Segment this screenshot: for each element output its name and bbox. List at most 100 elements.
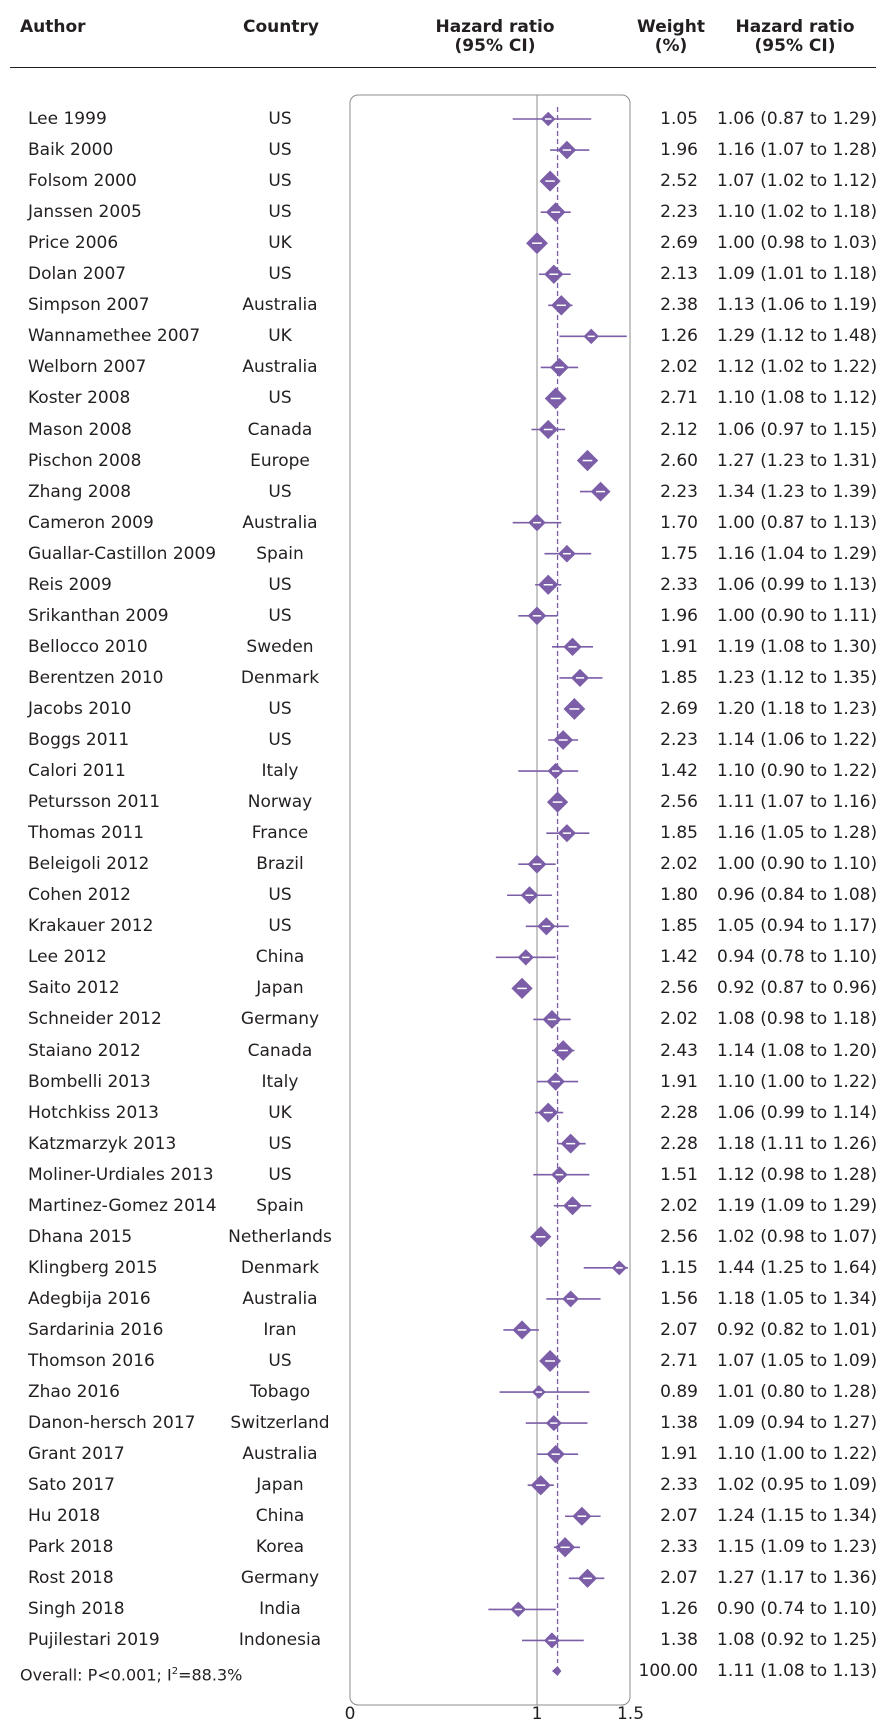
study-author: Hotchkiss 2013	[28, 1102, 159, 1123]
study-hazard-ratio-ci: 1.23 (1.12 to 1.35)	[717, 667, 876, 688]
study-hazard-ratio-ci: 1.18 (1.11 to 1.26)	[717, 1133, 876, 1154]
study-country: US	[268, 264, 292, 285]
table-row: Petursson 2011 Norway 2.56 1.11 (1.07 to 1.…	[0, 787, 876, 818]
study-hazard-ratio-ci: 1.16 (1.07 to 1.28)	[717, 140, 876, 161]
study-weight: 2.07	[660, 1506, 698, 1527]
study-author: Staiano 2012	[28, 1040, 141, 1061]
study-country: UK	[268, 1102, 292, 1123]
study-country: US	[268, 1351, 292, 1371]
study-country: Sweden	[246, 636, 314, 657]
study-author: Martinez-Gomez 2014	[28, 1195, 217, 1216]
header-hazard-ratio: Hazard ratio (95% CI)	[430, 18, 560, 56]
header-hazard-ratio-ci-line2: (95% CI)	[754, 36, 836, 56]
study-country: Australia	[242, 295, 318, 316]
study-hazard-ratio-ci: 1.10 (1.00 to 1.22)	[717, 1444, 876, 1465]
study-hazard-ratio-ci: 1.08 (0.98 to 1.18)	[717, 1009, 876, 1030]
study-country: Germany	[240, 1568, 320, 1589]
study-country: Norway	[247, 792, 313, 813]
study-weight: 1.80	[660, 885, 698, 906]
study-weight: 1.38	[660, 1413, 698, 1434]
study-author: Dolan 2007	[28, 264, 127, 285]
study-weight: 2.43	[660, 1040, 698, 1061]
study-hazard-ratio-ci: 1.00 (0.87 to 1.13)	[717, 512, 876, 533]
study-country: Italy	[261, 1071, 299, 1092]
study-author: Sato 2017	[28, 1475, 115, 1496]
header-country: Country	[243, 17, 319, 37]
study-weight: 1.70	[660, 512, 698, 533]
study-weight: 2.33	[660, 1475, 698, 1496]
study-hazard-ratio-ci: 1.02 (0.95 to 1.09)	[717, 1475, 876, 1496]
header-hazard-ratio-line2: (95% CI)	[454, 36, 536, 56]
table-row: Srikanthan 2009 US 1.96 1.00 (0.90 to 1.11)	[0, 601, 876, 632]
study-country: China	[255, 1506, 305, 1527]
header-hazard-ratio-ci-line1: Hazard ratio	[735, 17, 855, 37]
study-weight: 2.23	[660, 730, 698, 750]
study-weight: 2.33	[660, 574, 698, 595]
study-weight: 2.33	[660, 1537, 698, 1558]
study-author: Lee 2012	[28, 947, 107, 968]
study-hazard-ratio-ci: 1.09 (0.94 to 1.27)	[717, 1413, 876, 1434]
study-weight: 2.02	[660, 854, 698, 875]
study-author: Moliner-Urdiales 2013	[28, 1164, 214, 1185]
study-country: Switzerland	[230, 1413, 330, 1434]
study-hazard-ratio-ci: 1.27 (1.23 to 1.31)	[717, 450, 876, 471]
table-row: Lee 1999 US 1.05 1.06 (0.87 to 1.29)	[0, 104, 876, 135]
study-weight: 1.42	[660, 947, 698, 968]
study-author: Baik 2000	[28, 140, 114, 161]
study-hazard-ratio-ci: 1.07 (1.05 to 1.09)	[717, 1351, 876, 1371]
study-hazard-ratio-ci: 1.19 (1.08 to 1.30)	[717, 636, 876, 657]
study-hazard-ratio-ci: 1.19 (1.09 to 1.29)	[717, 1195, 876, 1216]
study-weight: 2.71	[660, 1351, 698, 1371]
study-author: Janssen 2005	[28, 202, 142, 223]
overall-label-tail: =88.3%	[178, 1665, 243, 1685]
overall-ci: 1.11 (1.08 to 1.13)	[717, 1661, 876, 1681]
study-hazard-ratio-ci: 1.16 (1.04 to 1.29)	[717, 543, 876, 564]
study-country: US	[268, 109, 292, 129]
header-rule	[10, 67, 876, 68]
study-hazard-ratio-ci: 1.02 (0.98 to 1.07)	[717, 1226, 876, 1247]
study-hazard-ratio-ci: 0.92 (0.87 to 0.96)	[717, 978, 876, 999]
table-row: Boggs 2011 US 2.23 1.14 (1.06 to 1.22)	[0, 725, 876, 756]
study-weight: 2.56	[660, 792, 698, 813]
study-author: Berentzen 2010	[28, 667, 164, 688]
study-country: Canada	[247, 1040, 313, 1061]
study-author: Pischon 2008	[28, 450, 142, 471]
table-row: Dhana 2015 Netherlands 2.56 1.02 (0.98 to 1…	[0, 1222, 876, 1253]
study-country: US	[268, 605, 292, 626]
study-country: Europe	[250, 450, 310, 471]
table-row: Cameron 2009 Australia 1.70 1.00 (0.87 to 1…	[0, 508, 876, 539]
study-hazard-ratio-ci: 1.06 (0.97 to 1.15)	[717, 419, 876, 440]
overall-label-sup: 2	[171, 1666, 179, 1677]
table-row: Guallar-Castillon 2009 Spain 1.75 1.16 (1.0…	[0, 539, 876, 570]
study-hazard-ratio-ci: 1.00 (0.98 to 1.03)	[717, 233, 876, 254]
study-author: Reis 2009	[28, 574, 112, 595]
table-row: Janssen 2005 US 2.23 1.10 (1.02 to 1.18)	[0, 197, 876, 228]
study-country: Netherlands	[228, 1226, 332, 1247]
study-country: US	[268, 140, 292, 161]
table-row: Saito 2012 Japan 2.56 0.92 (0.87 to 0.96)	[0, 973, 876, 1004]
header-hazard-ratio-line1: Hazard ratio	[435, 17, 555, 37]
study-author: Jacobs 2010	[28, 698, 132, 719]
table-row: Katzmarzyk 2013 US 2.28 1.18 (1.11 to 1.26)	[0, 1129, 876, 1160]
study-country: Brazil	[256, 854, 304, 875]
study-hazard-ratio-ci: 1.07 (1.02 to 1.12)	[717, 171, 876, 192]
study-author: Krakauer 2012	[28, 916, 154, 937]
study-hazard-ratio-ci: 1.12 (1.02 to 1.22)	[717, 357, 876, 378]
table-row: Pujilestari 2019 Indonesia 1.38 1.08 (0.92 …	[0, 1625, 876, 1656]
table-row: Martinez-Gomez 2014 Spain 2.02 1.19 (1.09 t…	[0, 1191, 876, 1222]
study-author: Pujilestari 2019	[28, 1630, 160, 1651]
table-row: Lee 2012 China 1.42 0.94 (0.78 to 1.10)	[0, 942, 876, 973]
table-row: Berentzen 2010 Denmark 1.85 1.23 (1.12 to 1…	[0, 663, 876, 694]
x-tick-label: 0	[345, 1704, 356, 1722]
table-row: Sato 2017 Japan 2.33 1.02 (0.95 to 1.09)	[0, 1470, 876, 1501]
study-author: Simpson 2007	[28, 295, 150, 316]
study-author: Srikanthan 2009	[28, 605, 169, 626]
header-weight-line2: (%)	[654, 36, 688, 56]
study-hazard-ratio-ci: 0.92 (0.82 to 1.01)	[717, 1319, 876, 1340]
study-hazard-ratio-ci: 1.12 (0.98 to 1.28)	[717, 1164, 876, 1185]
study-weight: 2.13	[660, 264, 698, 285]
study-hazard-ratio-ci: 1.14 (1.06 to 1.22)	[717, 730, 876, 750]
study-country: US	[268, 481, 292, 502]
table-row: Hu 2018 China 2.07 1.24 (1.15 to 1.34)	[0, 1501, 876, 1532]
